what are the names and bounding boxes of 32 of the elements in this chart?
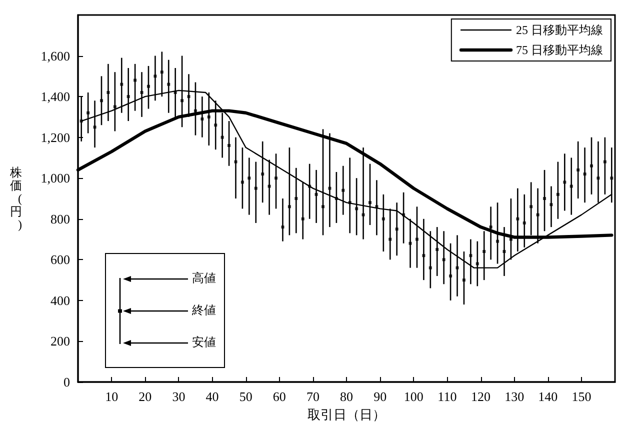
legend-label: 75 日移動平均線 xyxy=(516,43,603,57)
x-tick-label: 120 xyxy=(471,389,490,404)
y-axis-title: 株価(円) xyxy=(9,166,22,232)
y-tick-label: 1,200 xyxy=(40,130,70,145)
x-tick-label: 90 xyxy=(374,389,387,404)
x-axis-title: 取引日（日） xyxy=(308,407,386,422)
y-tick-label: 600 xyxy=(50,252,70,268)
x-tick-label: 60 xyxy=(272,389,286,404)
annotation: 安値 xyxy=(192,335,216,349)
x-tick-label: 20 xyxy=(138,389,152,404)
annotation: 終値 xyxy=(192,303,216,317)
x-tick-label: 70 xyxy=(306,389,320,404)
x-tick-label: 100 xyxy=(404,389,424,404)
y-tick-label: 200 xyxy=(50,334,70,349)
x-tick-label: 150 xyxy=(572,389,592,404)
x-tick-label: 130 xyxy=(504,389,524,404)
x-tick-label: 50 xyxy=(239,389,252,404)
x-tick-label: 40 xyxy=(206,389,219,404)
y-tick-label: 400 xyxy=(50,292,70,308)
y-tick-label: 1,000 xyxy=(40,170,70,186)
x-tick-label: 110 xyxy=(438,389,457,404)
x-tick-label: 140 xyxy=(538,389,558,404)
x-tick-label: 10 xyxy=(105,389,118,404)
annotation: 高値 xyxy=(192,271,216,285)
x-tick-label: 80 xyxy=(340,389,353,404)
y-tick-label: 0 xyxy=(64,374,70,390)
y-tick-label: 800 xyxy=(50,211,70,226)
y-tick-label: 1,600 xyxy=(40,48,70,64)
key-panel: 高値 終値 安値 xyxy=(105,253,225,368)
y-tick-label: 1,400 xyxy=(40,89,70,104)
x-tick-label: 30 xyxy=(172,389,186,404)
legend-label: 25 日移動平均線 xyxy=(516,23,603,37)
